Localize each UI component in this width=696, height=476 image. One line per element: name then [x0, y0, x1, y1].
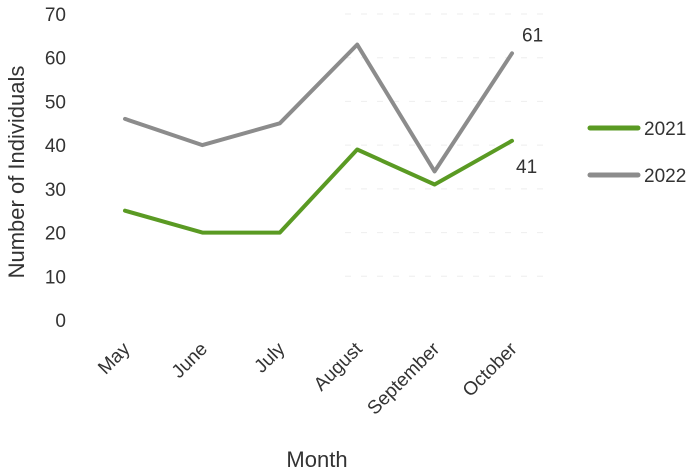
y-axis-ticks: 0 10 20 30 40 50 60 70 — [45, 5, 66, 332]
y-tick-label: 50 — [45, 92, 66, 113]
x-tick-label-june: June — [168, 339, 212, 383]
x-tick-label-may: May — [94, 338, 135, 379]
series-lines — [123, 42, 514, 235]
x-tick-label-october: October — [459, 338, 522, 401]
y-tick-label: 0 — [55, 311, 66, 332]
y-tick-label: 70 — [45, 5, 66, 26]
legend-label-2022: 2022 — [644, 166, 686, 187]
y-tick-label: 60 — [45, 49, 66, 70]
x-tick-label-july: July — [251, 338, 290, 377]
data-label-2021-october: 41 — [516, 157, 537, 178]
legend-label-2021: 2021 — [644, 119, 686, 140]
x-axis-title: Month — [286, 447, 347, 472]
data-label-2022-october: 61 — [522, 25, 543, 46]
y-tick-label: 40 — [45, 136, 66, 157]
data-labels: 41 61 — [516, 25, 543, 177]
series-line-2021 — [123, 138, 514, 235]
legend: 2021 2022 — [587, 119, 686, 187]
y-tick-label: 20 — [45, 224, 66, 245]
y-tick-label: 30 — [45, 180, 66, 201]
x-tick-label-august: August — [310, 338, 367, 395]
y-axis-title: Number of Individuals — [4, 66, 29, 279]
gridlines — [345, 13, 550, 277]
y-tick-label: 10 — [45, 267, 66, 288]
x-tick-label-september: September — [364, 338, 445, 419]
series-line-2022 — [123, 42, 514, 174]
